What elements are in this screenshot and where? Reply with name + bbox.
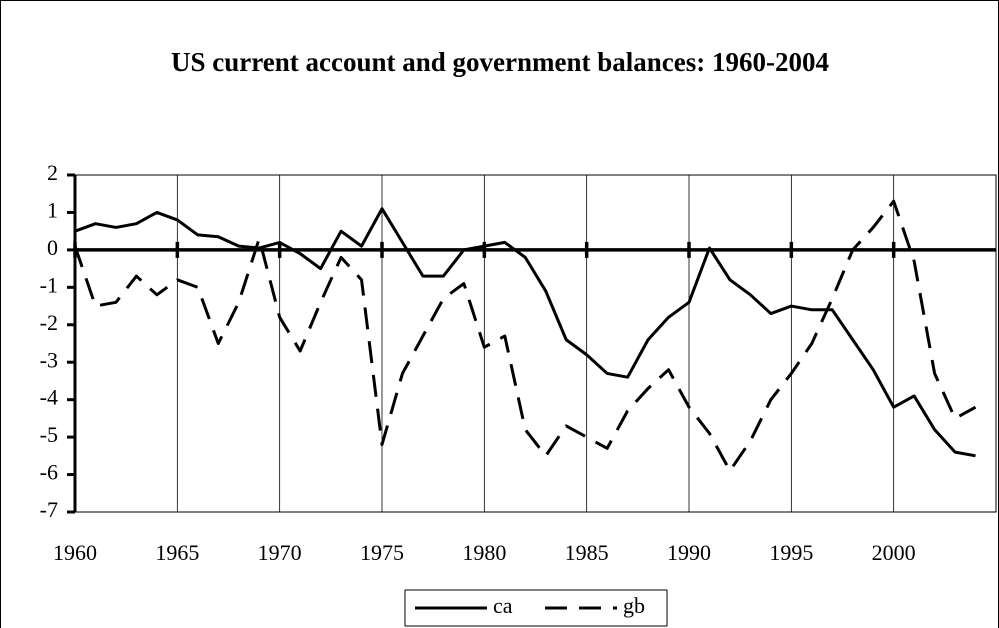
y-tick-label: 1 [47, 197, 58, 222]
y-tick-label: -3 [40, 347, 58, 372]
x-tick-label: 1965 [155, 540, 199, 565]
x-tick-label: 1990 [667, 540, 711, 565]
y-tick-label: 0 [47, 235, 58, 260]
x-tick-label: 2000 [872, 540, 916, 565]
x-tick-label: 1975 [360, 540, 404, 565]
x-tick-label: 1985 [565, 540, 609, 565]
plot-area [74, 174, 997, 513]
legend-label: ca [493, 593, 513, 618]
y-tick-label: -2 [40, 310, 58, 335]
y-tick-label: 2 [47, 160, 58, 185]
y-tick-label: -4 [40, 385, 58, 410]
y-tick-label: -5 [40, 422, 58, 447]
series-line [74, 207, 976, 458]
chart-title: US current account and government balanc… [171, 47, 829, 77]
legend-label: gb [623, 593, 645, 618]
y-tick-label: -7 [40, 497, 58, 522]
x-tick-label: 1995 [769, 540, 813, 565]
x-tick-label: 1970 [258, 540, 302, 565]
x-tick-label: 1960 [53, 540, 97, 565]
series-line [73, 199, 977, 473]
x-tick-label: 1980 [462, 540, 506, 565]
y-tick-label: -6 [40, 460, 58, 485]
y-tick-label: -1 [40, 272, 58, 297]
